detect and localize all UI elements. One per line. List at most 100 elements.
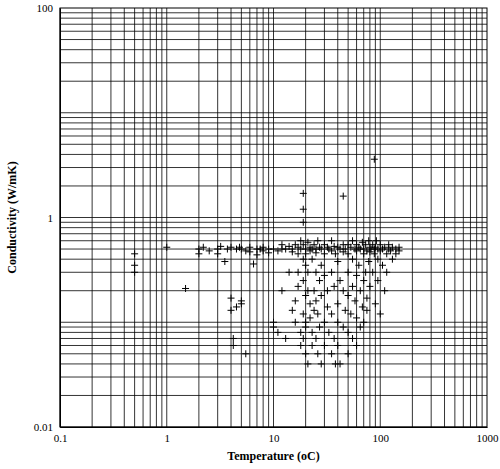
point [314, 237, 321, 244]
minor-grid-line-y [60, 31, 487, 32]
point [340, 324, 347, 331]
minor-grid-line-y [60, 39, 487, 40]
point [318, 360, 325, 367]
minor-grid-line-y [60, 272, 487, 273]
x-tick-label: 0.1 [54, 432, 68, 444]
point [345, 269, 352, 276]
x-tick: 0.1 [54, 427, 68, 444]
chart: 0.111010010000.011100Temperature (oC)Con… [0, 0, 500, 469]
y-tick: 1 [48, 212, 61, 224]
point [345, 329, 352, 336]
minor-grid-line-y [60, 18, 487, 19]
point [383, 269, 390, 276]
point [304, 287, 311, 294]
point [389, 244, 396, 251]
point [265, 249, 272, 256]
minor-grid-line-y [60, 112, 487, 113]
point [396, 244, 403, 251]
point [337, 360, 344, 367]
point [328, 269, 335, 276]
point [304, 269, 311, 276]
x-tick-label: 10 [269, 432, 281, 444]
point [334, 342, 341, 349]
x-tick: 100 [373, 427, 390, 444]
minor-grid-line-y [60, 135, 487, 136]
point [270, 246, 277, 253]
point [309, 256, 316, 263]
minor-grid-line-y [60, 144, 487, 145]
point [260, 244, 267, 251]
point [295, 269, 302, 276]
point [236, 244, 243, 251]
points [131, 156, 402, 368]
point [324, 287, 331, 294]
point [246, 248, 253, 255]
minor-grid-line-y [60, 290, 487, 291]
point [292, 319, 299, 326]
point [321, 342, 328, 349]
point [328, 350, 335, 357]
minor-grid-line-y [60, 345, 487, 346]
y-tick-label: 0.01 [34, 421, 53, 433]
point [321, 250, 328, 257]
x-tick-label: 1000 [477, 432, 500, 444]
x-tick: 1 [165, 427, 171, 444]
point [131, 269, 138, 276]
point [345, 250, 352, 257]
minor-grid-line-y [60, 154, 487, 155]
plot-area: 0.1 1 10 100 10000.01 1 100 [34, 2, 499, 444]
x-tick-label: 1 [165, 432, 171, 444]
point [314, 310, 321, 317]
point [300, 310, 307, 317]
point [289, 307, 296, 314]
point [373, 237, 380, 244]
point [371, 156, 378, 163]
point [321, 272, 328, 279]
point [345, 350, 352, 357]
point [334, 300, 341, 307]
point [318, 246, 325, 253]
y-axis: 0.011100 [34, 2, 61, 433]
point [359, 303, 366, 310]
point [377, 310, 384, 317]
minor-grid-line-y [60, 363, 487, 364]
point [300, 219, 307, 226]
point [300, 277, 307, 284]
point [228, 307, 235, 314]
point [379, 262, 386, 269]
minor-grid-line-y [60, 122, 487, 123]
x-axis: 0.1 1 10 100 1000 [54, 427, 499, 444]
point [334, 258, 341, 265]
point [233, 303, 240, 310]
point [302, 350, 309, 357]
point [353, 314, 360, 321]
point [312, 335, 319, 342]
point [282, 335, 289, 342]
point [318, 262, 325, 269]
y-axis-line [60, 9, 61, 428]
y-tick-label: 1 [48, 212, 54, 224]
point [228, 295, 235, 302]
point [372, 300, 379, 307]
plot-frame [60, 8, 487, 427]
point [274, 247, 281, 254]
x-tick: 10 [269, 427, 281, 444]
point [295, 283, 302, 290]
point [318, 292, 325, 299]
point [362, 269, 369, 276]
point [286, 269, 293, 276]
minor-grid-line-y [60, 353, 487, 354]
minor-grid-line-y [60, 332, 487, 333]
point [257, 246, 264, 253]
point [342, 307, 349, 314]
point [230, 342, 237, 349]
point [217, 243, 224, 250]
point [355, 262, 362, 269]
point [309, 342, 316, 349]
grid-line-y [60, 217, 487, 218]
point [253, 251, 260, 258]
minor-grid-line-y [60, 338, 487, 339]
point [381, 287, 388, 294]
point [366, 283, 373, 290]
minor-grid-line-y [60, 128, 487, 129]
